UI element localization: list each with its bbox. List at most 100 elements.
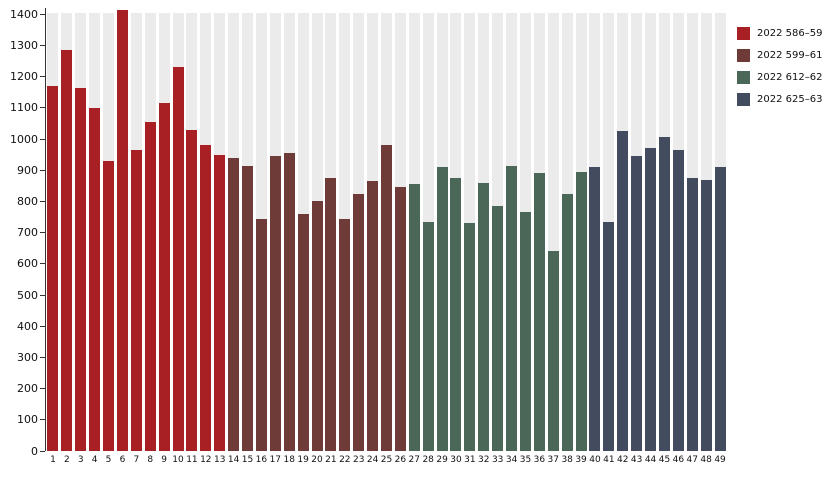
- x-tick-label: 29: [436, 455, 448, 465]
- y-tick-label: 800: [17, 194, 38, 208]
- y-tick-mark: [40, 294, 45, 296]
- bar: [367, 181, 379, 451]
- x-tick-label: 30: [450, 455, 462, 465]
- y-tick-mark: [40, 13, 45, 15]
- bar: [422, 221, 434, 451]
- x-tick-label: 26: [394, 455, 407, 465]
- bar: [561, 193, 573, 451]
- y-tick-label: 1200: [10, 70, 38, 84]
- x-tick-label: 43: [630, 455, 643, 465]
- bar: [700, 179, 712, 451]
- x-tick-label: 15: [241, 455, 254, 465]
- y-tick-label: 1000: [10, 132, 38, 146]
- legend-swatch-brown: [737, 49, 750, 62]
- y-tick-label: 300: [17, 350, 38, 364]
- x-tick-label: 28: [422, 455, 434, 465]
- legend-item: 2022 586–59: [737, 25, 822, 47]
- y-tick-label: 600: [17, 257, 38, 271]
- legend-swatch-slate: [737, 93, 750, 106]
- x-tick-label: 37: [547, 455, 559, 465]
- bar: [172, 67, 184, 451]
- x-tick-label: 38: [561, 455, 573, 465]
- legend-swatch-green: [737, 71, 750, 84]
- bar: [603, 221, 615, 451]
- x-tick-label: 13: [213, 455, 226, 465]
- bar: [658, 137, 670, 451]
- legend-label: 2022 612–62: [757, 72, 822, 83]
- x-tick-label: 11: [186, 455, 198, 465]
- x-tick-label: 32: [478, 455, 490, 465]
- bar: [519, 212, 531, 451]
- y-tick-mark: [40, 325, 45, 327]
- bar: [269, 156, 281, 451]
- y-tick-label: 400: [17, 319, 38, 333]
- x-tick-label: 2: [63, 455, 70, 465]
- y-tick-mark: [40, 200, 45, 202]
- x-tick-label: 20: [311, 455, 323, 465]
- bar: [47, 86, 59, 451]
- bar: [144, 121, 156, 451]
- bar: [492, 206, 504, 451]
- x-tick-label: 7: [133, 455, 140, 465]
- y-tick-mark: [40, 419, 45, 421]
- x-tick-label: 4: [91, 455, 98, 465]
- y-tick-label: 1400: [10, 7, 38, 21]
- x-tick-label: 48: [700, 455, 712, 465]
- y-tick-label: 200: [17, 382, 38, 396]
- bar: [130, 149, 142, 451]
- x-tick-label: 27: [408, 455, 420, 465]
- bar: [631, 156, 643, 451]
- x-tick-label: 46: [672, 455, 685, 465]
- bar: [103, 160, 115, 451]
- y-tick-mark: [40, 107, 45, 109]
- bar: [672, 149, 684, 451]
- bar: [478, 182, 490, 451]
- y-tick-label: 1100: [10, 101, 38, 115]
- bar: [686, 178, 698, 451]
- bar: [450, 178, 462, 451]
- x-tick-label: 10: [172, 455, 184, 465]
- bar: [353, 193, 365, 451]
- y-tick-mark: [40, 388, 45, 390]
- x-tick-label: 40: [589, 455, 601, 465]
- plot-area: [46, 8, 727, 451]
- bar: [575, 171, 587, 451]
- x-tick-label: 12: [200, 455, 212, 465]
- bar: [464, 223, 476, 451]
- x-tick-label: 16: [255, 455, 268, 465]
- y-tick-label: 700: [17, 226, 38, 240]
- bar: [645, 148, 657, 451]
- y-tick-mark: [40, 169, 45, 171]
- bar: [589, 167, 601, 451]
- x-tick-label: 1: [50, 455, 56, 465]
- x-tick-label: 31: [464, 455, 476, 465]
- x-tick-label: 49: [714, 455, 726, 465]
- bar: [61, 50, 73, 451]
- bar: [311, 201, 323, 451]
- bar: [158, 103, 170, 451]
- x-tick-label: 34: [505, 455, 518, 465]
- x-tick-label: 14: [227, 455, 240, 465]
- x-tick-label: 36: [533, 455, 546, 465]
- x-tick-label: 45: [658, 455, 671, 465]
- y-tick-label: 0: [31, 444, 38, 458]
- x-tick-label: 6: [119, 455, 126, 465]
- x-tick-label: 18: [283, 455, 295, 465]
- bar: [547, 251, 559, 451]
- bar: [116, 9, 128, 451]
- x-tick-label: 41: [603, 455, 615, 465]
- bar: [325, 178, 337, 451]
- bar: [89, 107, 101, 451]
- x-tick-label: 24: [366, 455, 379, 465]
- bar: [408, 184, 420, 451]
- legend-label: 2022 625–63: [757, 94, 822, 105]
- x-tick-label: 17: [269, 455, 282, 465]
- bar-track: [547, 13, 559, 451]
- y-tick-mark: [40, 232, 45, 234]
- y-tick-label: 1300: [10, 38, 38, 52]
- y-axis-line: [45, 8, 46, 451]
- x-tick-label: 25: [380, 455, 393, 465]
- y-tick-label: 100: [17, 413, 38, 427]
- bar: [255, 218, 267, 451]
